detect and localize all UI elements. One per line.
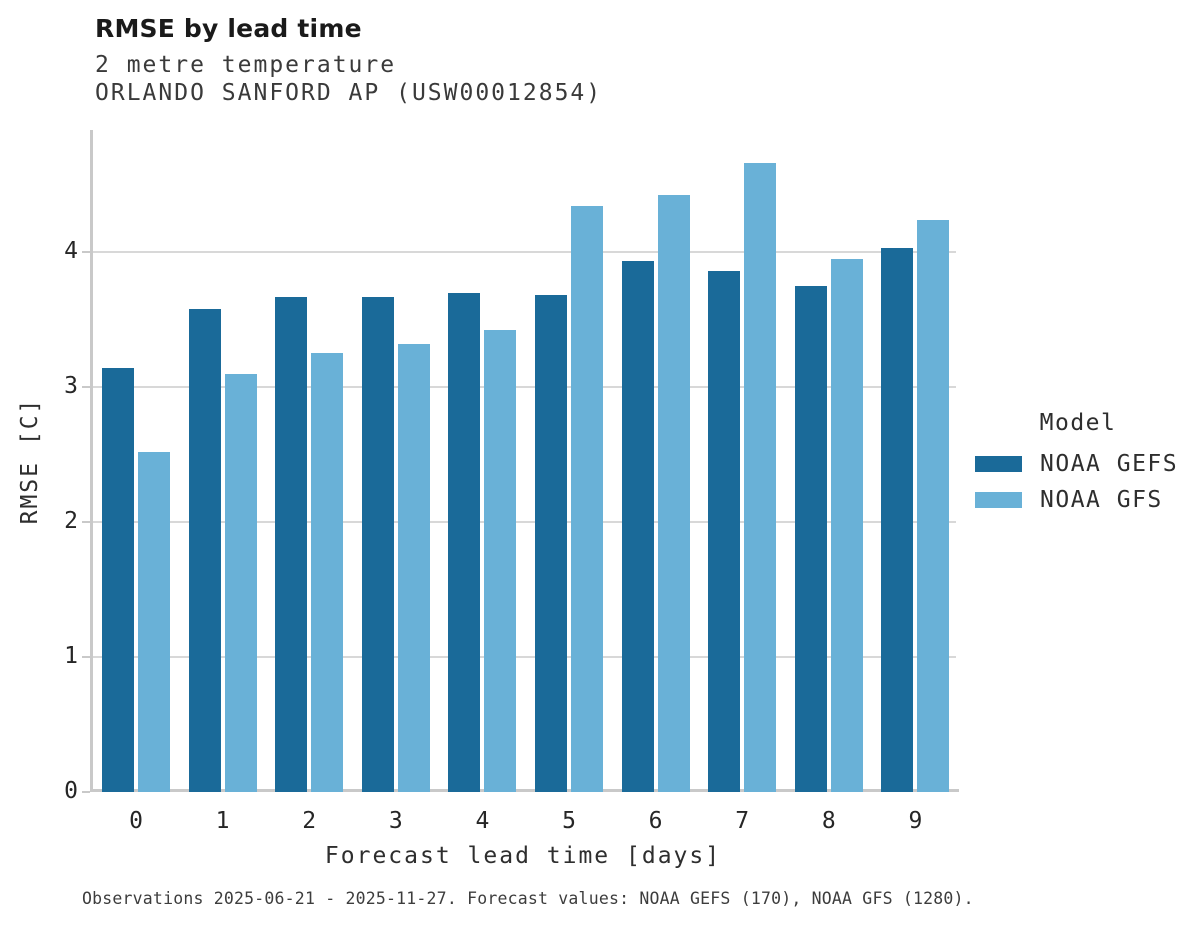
x-tick-label-9: 9 [908, 808, 923, 834]
bar-noaa-gefs-lead-9 [881, 247, 914, 792]
x-tick-label-8: 8 [821, 808, 836, 834]
bar-noaa-gefs-lead-6 [621, 261, 654, 792]
bar-noaa-gefs-lead-5 [535, 295, 567, 792]
gridline-y-4 [93, 251, 956, 253]
bar-noaa-gefs-lead-3 [361, 296, 394, 792]
x-tick-label-5: 5 [562, 808, 576, 834]
y-axis-spine [90, 130, 93, 792]
gridline-y-3 [93, 386, 956, 388]
x-tick-label-1: 1 [215, 808, 230, 834]
gridline-y-2 [93, 521, 956, 523]
chart-subtitle-variable: 2 metre temperature [95, 52, 397, 78]
caption: Observations 2025-06-21 - 2025-11-27. Fo… [82, 889, 974, 908]
legend-items: NOAA GEFS NOAA GFS [963, 446, 1193, 518]
bar-noaa-gfs-lead-7 [744, 162, 777, 792]
legend-swatch-noaa-gefs [975, 456, 1022, 472]
legend-swatch-noaa-gfs [975, 492, 1022, 508]
y-tick-mark-0 [82, 791, 90, 793]
y-axis-tick-labels: 0 1 2 3 4 [30, 130, 78, 804]
x-tick-label-3: 3 [388, 808, 403, 834]
bar-noaa-gefs-lead-7 [708, 270, 741, 792]
x-tick-label-6: 6 [648, 808, 663, 834]
legend-title: Model [1039, 410, 1117, 436]
bar-noaa-gefs-lead-1 [188, 308, 221, 792]
gridline-y-1 [93, 656, 956, 658]
y-axis-ticks [0, 130, 90, 793]
y-tick-mark-2 [82, 521, 90, 523]
y-axis-label: RMSE [C] [17, 397, 43, 525]
y-tick-label-4: 4 [64, 238, 78, 264]
legend: Model NOAA GEFS NOAA GFS [963, 410, 1193, 518]
bar-noaa-gfs-lead-6 [657, 195, 690, 792]
x-axis-tick-labels: 0 1 2 3 4 5 6 7 8 9 [93, 802, 956, 842]
bar-noaa-gefs-lead-4 [448, 292, 481, 792]
x-tick-label-4: 4 [475, 808, 490, 834]
bar-noaa-gfs-lead-3 [397, 343, 430, 792]
y-tick-label-0: 0 [64, 778, 78, 804]
y-tick-mark-3 [82, 386, 90, 388]
bar-noaa-gfs-lead-0 [138, 451, 170, 792]
x-tick-label-0: 0 [129, 808, 143, 834]
bar-noaa-gefs-lead-0 [102, 368, 134, 792]
y-tick-label-1: 1 [64, 643, 78, 669]
plot-area [93, 130, 956, 792]
legend-label-noaa-gfs: NOAA GFS [1040, 487, 1163, 513]
legend-item-noaa-gefs: NOAA GEFS [963, 446, 1193, 482]
y-tick-mark-1 [82, 656, 90, 658]
bar-noaa-gefs-lead-8 [794, 285, 827, 792]
chart-subtitle-station: ORLANDO SANFORD AP (USW00012854) [95, 80, 603, 106]
bar-noaa-gfs-lead-4 [484, 330, 517, 792]
y-tick-label-2: 2 [64, 508, 78, 534]
chart-title: RMSE by lead time [95, 14, 362, 43]
x-tick-label-7: 7 [735, 808, 750, 834]
legend-item-noaa-gfs: NOAA GFS [963, 482, 1193, 518]
y-tick-label-3: 3 [64, 373, 78, 399]
bar-noaa-gefs-lead-2 [275, 296, 308, 792]
bar-noaa-gfs-lead-9 [917, 219, 950, 792]
x-axis-spine [90, 789, 959, 792]
legend-label-noaa-gefs: NOAA GEFS [1040, 451, 1179, 477]
bar-noaa-gfs-lead-8 [830, 258, 863, 792]
bar-noaa-gfs-lead-2 [311, 353, 344, 792]
y-axis-label-container: RMSE [C] [8, 130, 52, 792]
bar-noaa-gfs-lead-1 [224, 373, 257, 792]
x-tick-label-2: 2 [302, 808, 317, 834]
x-axis-label: Forecast lead time [days] [324, 843, 722, 869]
bar-noaa-gfs-lead-5 [571, 206, 603, 792]
y-tick-mark-4 [82, 251, 90, 253]
